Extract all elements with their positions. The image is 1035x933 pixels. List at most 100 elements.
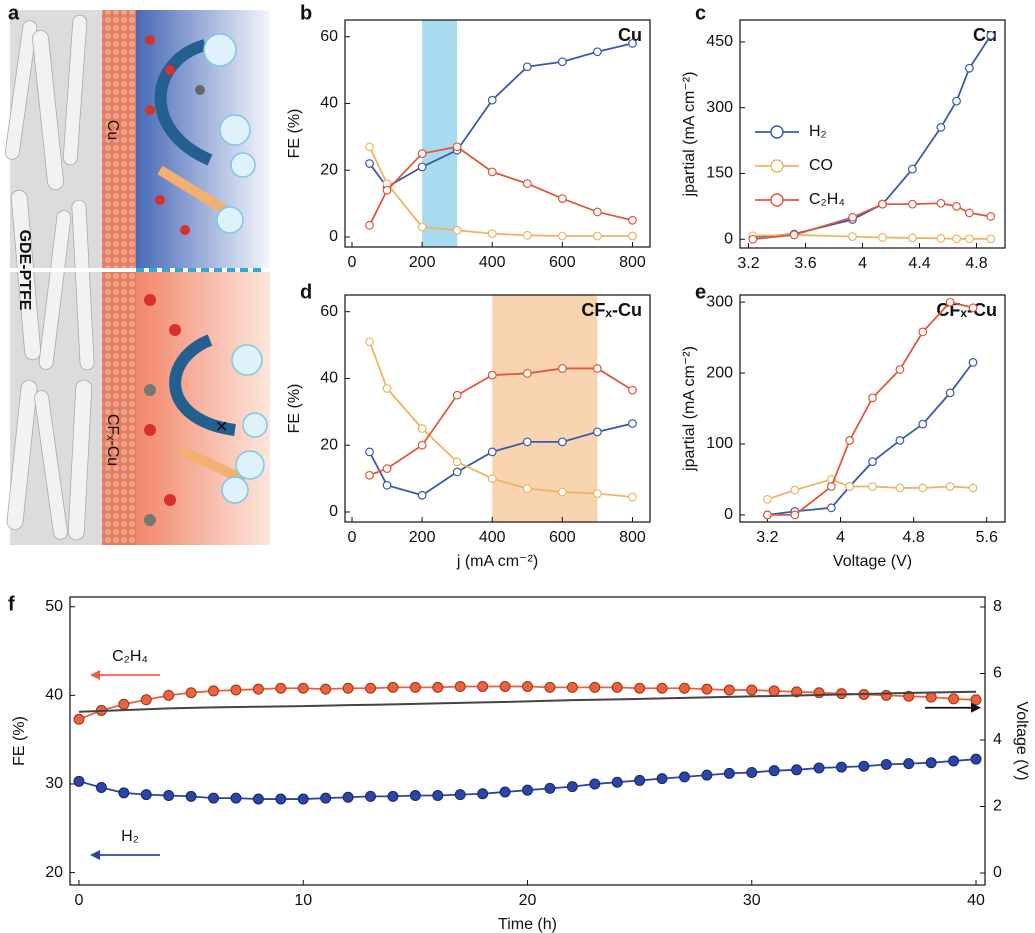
data-point [845, 482, 855, 491]
data-point [701, 683, 713, 695]
y-axis-label: FE (%) [286, 384, 303, 434]
y-tick-label: 20 [320, 436, 338, 453]
legend-label: H₂ [809, 123, 827, 140]
data-point [487, 95, 497, 105]
data-point [544, 681, 556, 693]
data-point [557, 231, 567, 241]
data-point [678, 682, 690, 694]
panel-a: ✕ GDE-PTFE Cu CFₓ-Cu a [4, 2, 270, 545]
data-point [432, 789, 444, 801]
y-tick-label: 0 [329, 503, 338, 520]
data-point [452, 142, 462, 152]
data-point [768, 685, 780, 697]
x-tick-label: 3.6 [794, 255, 816, 272]
y-tick-label: 450 [706, 33, 733, 50]
data-point [487, 167, 497, 177]
x-tick-label: 0 [75, 892, 84, 909]
x-tick-label: 4.8 [902, 529, 924, 546]
x-tick-label: 600 [549, 254, 576, 271]
data-point [925, 757, 937, 769]
y-tick-label: 300 [706, 99, 733, 116]
data-point [918, 327, 928, 337]
data-point [365, 220, 374, 230]
plot-frame [739, 19, 1006, 249]
data-point [522, 784, 533, 796]
catalyst-layer [102, 10, 136, 545]
data-point [499, 681, 511, 693]
panel-label: d [300, 281, 312, 303]
data-point [593, 207, 602, 217]
data-point [628, 419, 637, 428]
data-point [417, 222, 427, 232]
arrow [177, 445, 248, 485]
data-point [118, 787, 130, 799]
data-point [895, 365, 905, 374]
data-point [813, 687, 825, 699]
chart-title: CFₓ-Cu [581, 300, 642, 320]
x-tick-label: 4.8 [965, 255, 987, 272]
data-point [387, 790, 399, 802]
data-point [342, 682, 354, 694]
data-point [452, 390, 462, 400]
arrow [157, 165, 228, 215]
data-point [813, 762, 825, 774]
data-point [746, 684, 758, 696]
cross: ✕ [215, 419, 228, 436]
y-tick-label: 60 [320, 28, 338, 45]
data-point [878, 199, 887, 209]
data-point [275, 793, 287, 805]
data-point [845, 436, 855, 445]
y-tick-label: 0 [724, 506, 733, 523]
data-point [387, 681, 399, 693]
data-point [452, 225, 462, 235]
y-tick-label: 150 [706, 165, 733, 182]
data-point [342, 791, 354, 803]
data-point [790, 510, 800, 520]
y-tick-label: 40 [320, 95, 338, 112]
data-point [118, 698, 130, 710]
legend-label: CO [809, 157, 833, 174]
data-point [417, 490, 427, 500]
data-point [557, 364, 567, 373]
y-tick-label: 60 [320, 303, 338, 320]
data-point [252, 683, 264, 695]
plot-frame [344, 294, 651, 523]
y-tick-label: 200 [706, 364, 733, 381]
data-point [868, 482, 877, 491]
chart-title: Cu [618, 25, 642, 45]
data-point [522, 681, 533, 693]
y-tick-label: 30 [45, 775, 63, 792]
data-point [185, 790, 197, 802]
data-point [544, 782, 556, 794]
y-axis-label: FE (%) [11, 716, 28, 766]
panel-label: c [695, 2, 706, 24]
data-point [487, 474, 497, 484]
x-tick-label: 10 [294, 892, 312, 909]
y2-tick-label: 0 [993, 864, 1002, 881]
x-tick-label: 600 [549, 529, 576, 546]
data-point [868, 393, 877, 403]
data-point [557, 57, 567, 67]
data-point [95, 782, 107, 794]
data-point [73, 713, 85, 725]
x-tick-label: 400 [479, 529, 506, 546]
data-point [936, 233, 946, 243]
x-tick-label: 5.6 [976, 529, 998, 546]
y-axis-label: jpartial (mA cm⁻²) [681, 346, 698, 472]
y-axis-label: FE (%) [286, 109, 303, 159]
shaded-range [492, 295, 598, 522]
data-point [970, 694, 982, 706]
y-axis-label: jpartial (mA cm⁻²) [681, 72, 698, 198]
legend-marker [770, 125, 784, 139]
data-point [945, 388, 955, 398]
arrow-head [90, 670, 100, 680]
data-point [477, 788, 489, 800]
data-point [656, 773, 668, 785]
data-point [936, 198, 946, 208]
x-tick-label: 40 [967, 892, 985, 909]
data-point [763, 510, 772, 520]
data-point [952, 96, 961, 106]
data-point [611, 681, 623, 693]
data-point [723, 684, 735, 696]
data-point [925, 691, 937, 703]
